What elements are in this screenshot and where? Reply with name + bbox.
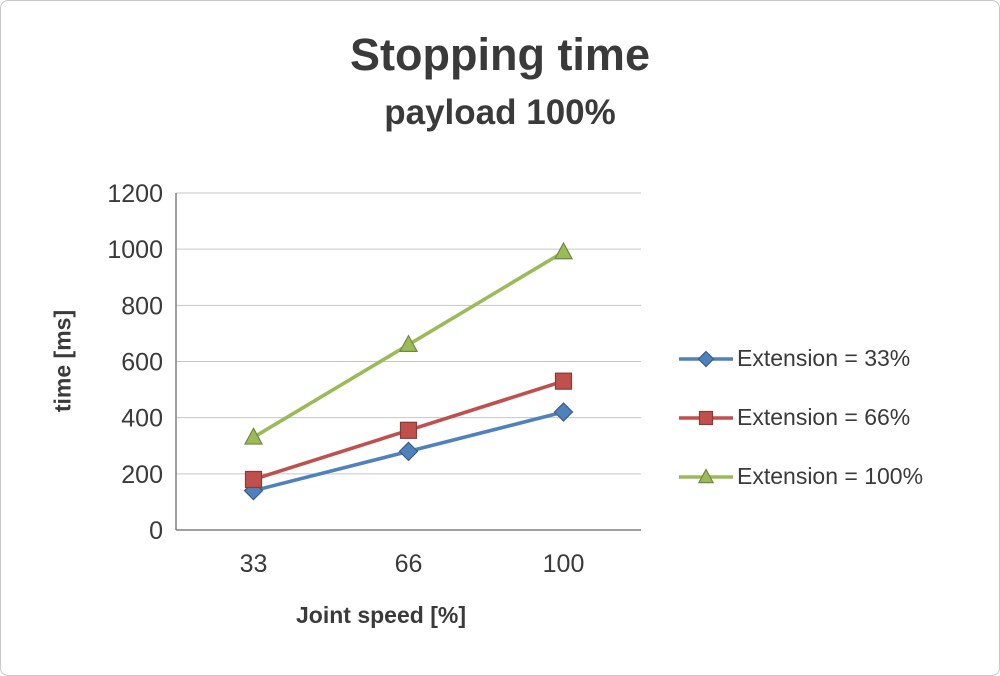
series-marker (553, 402, 574, 422)
chart-subtitle: payload 100% (384, 93, 616, 132)
y-tick-label: 1200 (107, 180, 163, 208)
series-marker (398, 334, 419, 352)
series-marker (697, 350, 715, 367)
legend-label: Extension = 100% (737, 463, 924, 489)
y-tick-label: 600 (121, 349, 163, 377)
y-tick-label: 400 (121, 405, 163, 433)
chart-title: Stopping time (350, 29, 650, 80)
series-marker (244, 470, 263, 489)
series-marker (698, 410, 714, 425)
y-tick-label: 0 (149, 517, 163, 545)
legend-item: Extension = 33% (677, 345, 923, 372)
series-marker (554, 372, 573, 390)
series-marker (243, 427, 264, 445)
series-marker (553, 241, 574, 260)
legend-swatch (679, 410, 733, 425)
legend-swatch (679, 467, 733, 483)
y-tick-label: 200 (121, 461, 163, 489)
legend-item: Extension = 100% (677, 463, 923, 490)
x-tick-label: 66 (395, 550, 423, 578)
series-marker (697, 467, 715, 483)
y-tick-label: 800 (121, 292, 163, 320)
legend-item: Extension = 66% (677, 404, 923, 431)
x-tick-label: 100 (543, 550, 585, 578)
legend-label: Extension = 33% (737, 345, 911, 371)
x-axis-title: Joint speed [%] (296, 602, 466, 628)
series-marker (399, 421, 418, 439)
y-tick-label: 1000 (107, 236, 163, 264)
legend: Extension = 33% Extension = 66% Extension … (677, 345, 923, 490)
legend-label: Extension = 66% (737, 404, 911, 430)
series-marker (398, 441, 419, 462)
legend-swatch (679, 350, 733, 367)
x-tick-label: 33 (240, 550, 268, 578)
